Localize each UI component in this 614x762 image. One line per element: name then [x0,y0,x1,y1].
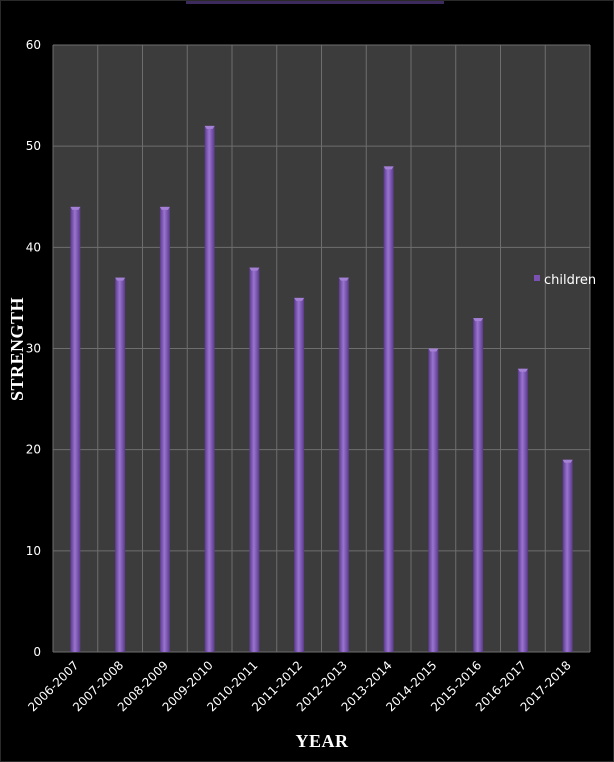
bar-cap [562,459,573,463]
y-tick-label: 0 [33,645,41,659]
bar-cap [383,166,394,170]
bar [562,459,573,652]
bar [249,267,260,652]
bar-cap [159,206,170,210]
y-axis-title: STRENGTH [7,297,27,401]
bar [115,277,126,652]
bar-cap [115,277,126,281]
legend-label: children [544,273,596,288]
x-axis-title: YEAR [295,731,349,751]
bar [70,206,81,652]
bar [473,318,484,652]
y-tick-label: 50 [26,139,41,153]
y-tick-label: 40 [26,240,41,254]
bar [294,297,305,652]
bar [338,277,349,652]
y-tick-label: 20 [26,443,41,457]
bar-cap [70,206,81,210]
bar-cap [204,125,215,129]
y-tick-label: 10 [26,544,41,558]
bar [383,166,394,652]
bar [159,206,170,652]
y-tick-label: 30 [26,342,41,356]
bar-cap [517,368,528,372]
bar-cap [428,348,439,352]
grid-lines [52,44,591,653]
y-tick-label: 60 [26,38,41,52]
legend-swatch [534,275,540,281]
bar-cap [473,318,484,322]
bar-cap [294,297,305,301]
x-tick-labels: 2006-20072007-20082008-20092009-20102010… [25,658,573,714]
bars [70,125,573,652]
bar [204,125,215,652]
legend: children [534,273,596,288]
bar-cap [249,267,260,271]
bar [428,348,439,652]
y-tick-labels: 0 10 20 30 40 50 60 [26,38,41,659]
bar [517,368,528,652]
bar-cap [338,277,349,281]
title-bar [186,1,444,4]
